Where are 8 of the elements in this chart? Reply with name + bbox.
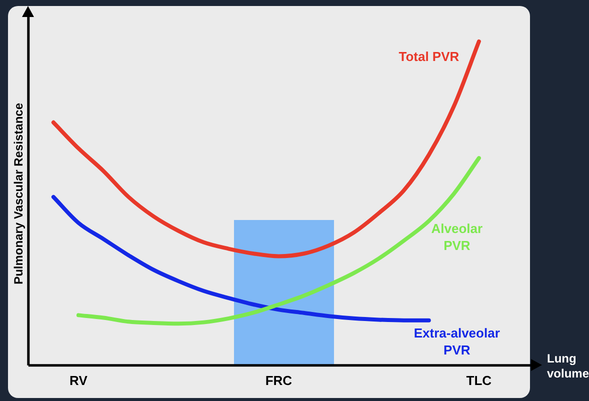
- series-label: Total PVR: [398, 49, 460, 64]
- x-axis-title: Lung volume: [547, 352, 589, 381]
- x-tick-label: TLC: [466, 372, 492, 388]
- series-label: Alveolar PVR: [431, 221, 483, 254]
- x-tick-label: FRC: [265, 372, 293, 388]
- y-axis-title: Pulmonary Vascular Resistance: [12, 102, 26, 284]
- x-tick-label: RV: [70, 372, 88, 388]
- series-label: Extra-alveolar PVR: [414, 325, 500, 358]
